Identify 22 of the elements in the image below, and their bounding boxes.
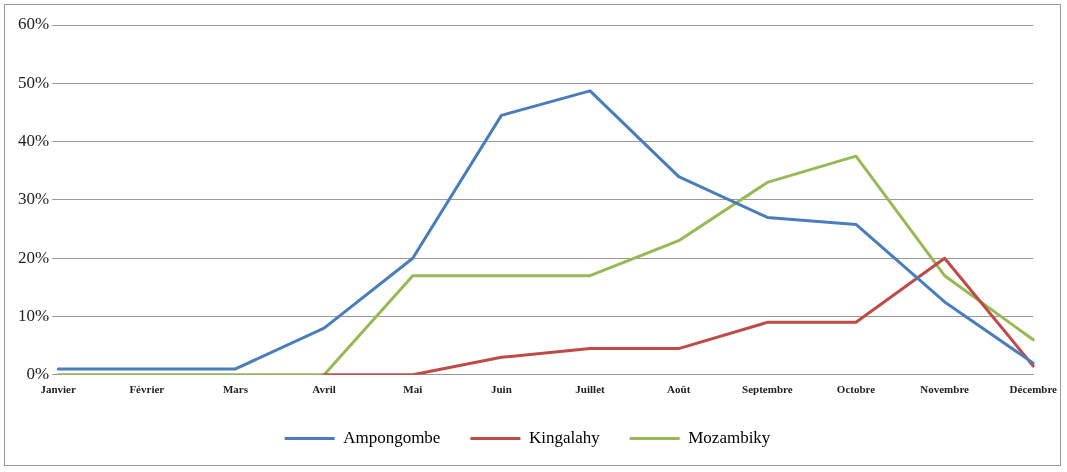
x-tick-label: Juillet — [575, 383, 606, 396]
x-tick-label: Août — [667, 383, 691, 396]
x-tick-label: Décembre — [1009, 383, 1058, 396]
y-tick-label: 60% — [17, 14, 50, 34]
y-tick-label: 30% — [17, 189, 50, 209]
y-tick-label: 20% — [17, 247, 50, 267]
x-tick-label: Mai — [403, 383, 423, 396]
x-tick-label: Janvier — [40, 383, 76, 396]
y-tick-label: 0% — [26, 364, 50, 384]
x-tick-label: Avril — [312, 383, 336, 396]
x-tick-label: Novembre — [920, 383, 970, 396]
y-tick-label: 50% — [17, 72, 50, 92]
x-tick-label: Juin — [491, 383, 512, 396]
x-tick-label: Février — [129, 383, 165, 396]
x-tick-label: Septembre — [742, 383, 793, 396]
x-tick-label: Mars — [222, 383, 249, 396]
y-tick-label: 40% — [17, 131, 50, 151]
legend-label: Ampongombe — [343, 427, 441, 447]
legend-label: Kingalahy — [528, 427, 601, 447]
y-tick-label: 10% — [17, 305, 50, 325]
legend-label: Mozambiky — [688, 427, 771, 447]
x-tick-label: Octobre — [836, 383, 876, 396]
